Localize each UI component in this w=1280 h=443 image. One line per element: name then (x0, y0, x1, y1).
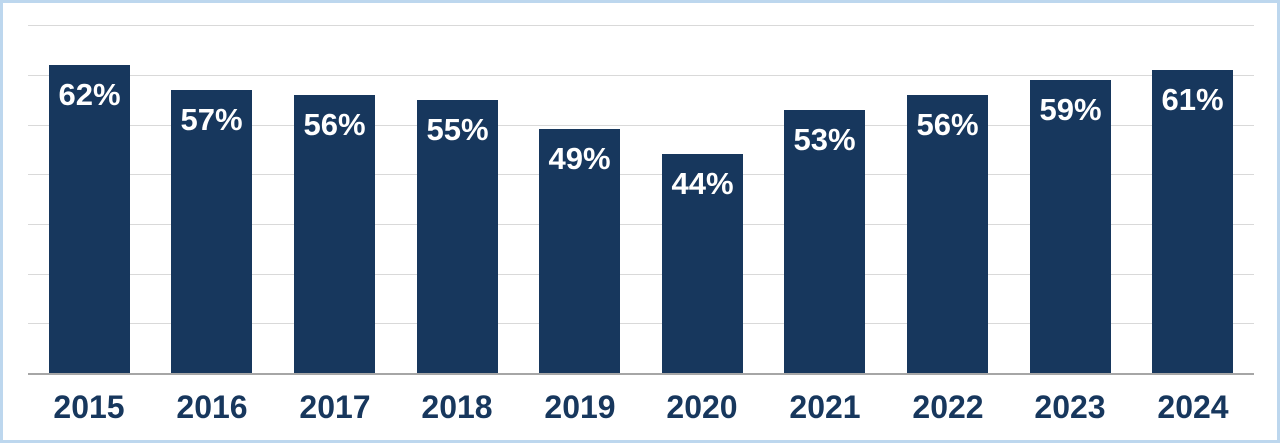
bar-2020: 44% (662, 154, 743, 373)
x-tick-label-2017: 2017 (299, 389, 371, 425)
x-tick-label-2019: 2019 (544, 389, 616, 425)
x-tick-label-2021: 2021 (789, 389, 861, 425)
gridline-30pct (28, 224, 1254, 225)
x-tick-label-2024: 2024 (1157, 389, 1229, 425)
x-axis-line (28, 373, 1254, 375)
gridline-40pct (28, 174, 1254, 175)
gridline-60pct (28, 75, 1254, 76)
gridline-70pct (28, 25, 1254, 26)
bar-2018: 55% (417, 100, 498, 373)
bar-2016: 57% (171, 90, 252, 373)
bar-value-label: 62% (58, 77, 121, 112)
bar-2022: 56% (907, 95, 988, 373)
bar-value-label: 49% (548, 141, 611, 176)
bar-value-label: 53% (793, 122, 856, 157)
bar-value-label: 56% (303, 107, 366, 142)
x-tick-label-2016: 2016 (176, 389, 248, 425)
x-tick-label-2015: 2015 (53, 389, 125, 425)
gridline-20pct (28, 274, 1254, 275)
x-tick-label-2020: 2020 (666, 389, 738, 425)
bar-2015: 62% (49, 65, 130, 373)
bar-2019: 49% (539, 129, 620, 373)
bar-2024: 61% (1152, 70, 1233, 373)
x-tick-label-2022: 2022 (912, 389, 984, 425)
bar-2023: 59% (1030, 80, 1111, 373)
bar-value-label: 55% (426, 112, 489, 147)
gridline-10pct (28, 323, 1254, 324)
gridline-50pct (28, 125, 1254, 126)
bar-value-label: 56% (916, 107, 979, 142)
bar-value-label: 61% (1161, 82, 1224, 117)
bar-2021: 53% (784, 110, 865, 373)
bar-2017: 56% (294, 95, 375, 373)
x-tick-label-2023: 2023 (1034, 389, 1106, 425)
bar-value-label: 57% (180, 102, 243, 137)
bar-value-label: 59% (1039, 92, 1102, 127)
x-tick-label-2018: 2018 (421, 389, 493, 425)
bar-value-label: 44% (671, 166, 734, 201)
